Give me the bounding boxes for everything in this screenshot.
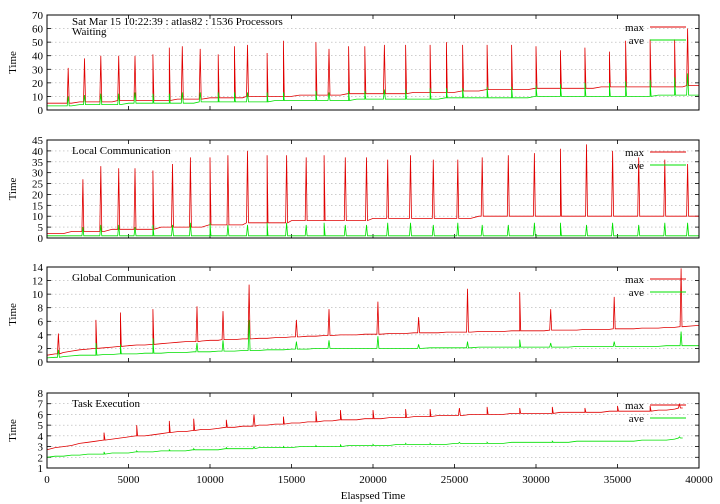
y-tick-label: 70 [32, 10, 44, 22]
panel-title: Waiting [72, 26, 107, 38]
y-tick-label: 50 [32, 37, 44, 49]
series-ave-line [46, 436, 683, 458]
series-max-line [46, 268, 700, 356]
legend-label-ave: ave [629, 160, 644, 172]
legend-label-max: max [625, 147, 644, 159]
y-tick-label: 0 [38, 105, 44, 117]
y-tick-label: 30 [32, 64, 44, 76]
series-max-line [47, 28, 699, 104]
y-tick-label: 40 [32, 146, 44, 158]
y-tick-label: 2 [38, 452, 44, 464]
legend-label-max: max [625, 22, 644, 34]
y-axis-label: Time [7, 303, 19, 326]
y-tick-label: 4 [38, 431, 44, 443]
y-tick-label: 5 [38, 420, 44, 432]
y-tick-label: 1 [38, 463, 44, 475]
legend-label-max: max [625, 400, 644, 412]
y-tick-label: 30 [32, 168, 44, 180]
panel-title: Global Communication [72, 272, 176, 284]
x-tick-label: 5000 [118, 474, 141, 486]
y-tick-label: 5 [38, 222, 44, 234]
x-tick-label: 35000 [604, 474, 632, 486]
plot-frame [46, 14, 700, 111]
panel-title: Local Communication [72, 145, 171, 157]
y-tick-label: 10 [32, 289, 44, 301]
series-ave-line [47, 222, 699, 237]
y-axis-label: Time [7, 51, 19, 74]
y-tick-label: 4 [38, 330, 44, 342]
y-tick-label: 20 [32, 78, 44, 90]
series-ave-line [47, 73, 699, 107]
x-tick-label: 0 [44, 474, 50, 486]
y-tick-label: 40 [32, 51, 44, 63]
x-axis-label: Elaspsed Time [341, 490, 406, 502]
y-tick-label: 6 [38, 409, 44, 421]
y-tick-label: 60 [32, 24, 44, 36]
y-tick-label: 0 [38, 233, 44, 245]
x-tick-label: 40000 [685, 474, 713, 486]
legend-label-ave: ave [629, 287, 644, 299]
y-tick-label: 7 [38, 399, 44, 411]
y-tick-label: 10 [32, 211, 44, 223]
y-tick-label: 45 [32, 135, 44, 147]
y-axis-label: Time [7, 177, 19, 200]
y-tick-label: 2 [38, 343, 44, 355]
y-tick-label: 15 [32, 200, 44, 212]
y-tick-label: 14 [32, 262, 44, 274]
y-tick-label: 3 [38, 442, 44, 454]
chart-header: Sat Mar 15 10:22:39 : atlas82 : 1536 Pro… [72, 16, 283, 28]
y-tick-label: 8 [38, 303, 44, 315]
x-tick-label: 30000 [522, 474, 550, 486]
y-tick-label: 12 [32, 276, 43, 288]
series-max-line [47, 144, 699, 234]
y-tick-label: 8 [38, 388, 44, 400]
series-ave-line [46, 319, 699, 359]
legend-label-ave: ave [629, 35, 644, 47]
y-tick-label: 20 [32, 189, 44, 201]
panel-title: Task Execution [72, 398, 140, 410]
legend-label-max: max [625, 274, 644, 286]
plot-frame [46, 392, 700, 469]
x-tick-label: 15000 [278, 474, 306, 486]
x-tick-label: 20000 [359, 474, 387, 486]
series-max-line [46, 403, 683, 451]
y-tick-label: 25 [32, 179, 44, 191]
y-tick-label: 0 [38, 357, 44, 369]
y-tick-label: 10 [32, 91, 44, 103]
plot-frame [46, 266, 700, 363]
x-tick-label: 10000 [196, 474, 224, 486]
plot-frame [46, 139, 700, 239]
y-tick-label: 6 [38, 316, 44, 328]
y-axis-label: Time [7, 419, 19, 442]
x-tick-label: 25000 [441, 474, 469, 486]
legend-label-ave: ave [629, 413, 644, 425]
y-tick-label: 35 [32, 157, 44, 169]
